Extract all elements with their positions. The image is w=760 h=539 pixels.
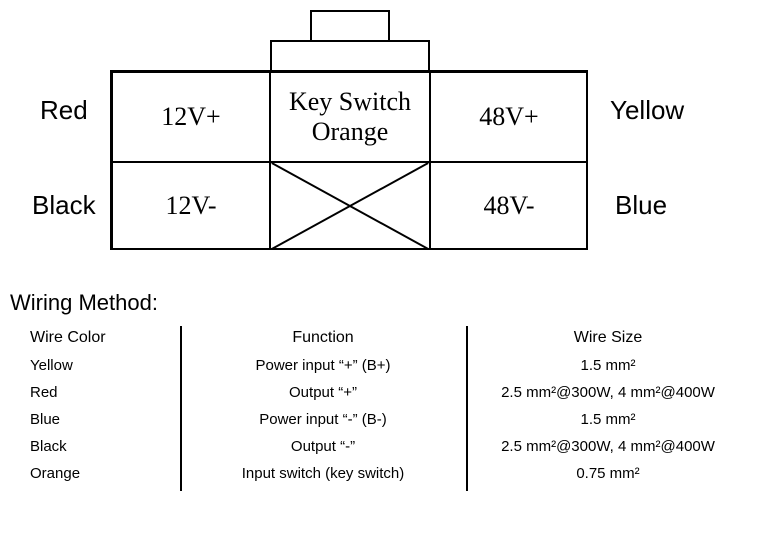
cell-size: 1.5 mm² [466, 406, 750, 433]
table-header-row: Wire Color Function Wire Size [10, 324, 750, 352]
pin-blocked [270, 162, 430, 250]
wire-label-black: Black [32, 190, 96, 221]
key-switch-color: Orange [312, 117, 389, 147]
col-header-size: Wire Size [466, 324, 750, 352]
wire-label-yellow: Yellow [610, 95, 684, 126]
cell-size: 2.5 mm²@300W, 4 mm²@400W [466, 379, 750, 406]
cell-size: 1.5 mm² [466, 352, 750, 379]
cell-function: Output “+” [180, 379, 466, 406]
wire-label-red: Red [40, 95, 88, 126]
key-switch-label: Key Switch [289, 87, 411, 117]
pin-48v-plus: 48V+ [430, 72, 588, 162]
cell-size: 0.75 mm² [466, 460, 750, 487]
table-row: BlackOutput “-”2.5 mm²@300W, 4 mm²@400W [10, 433, 750, 460]
cell-color: Yellow [10, 352, 180, 379]
table-row: YellowPower input “+” (B+)1.5 mm² [10, 352, 750, 379]
column-divider-2 [466, 326, 468, 491]
connector-grid: 12V+ Key Switch Orange 48V+ 12V- 48V- [110, 70, 588, 250]
cell-function: Output “-” [180, 433, 466, 460]
cell-color: Red [10, 379, 180, 406]
wiring-table-wrap: Wire Color Function Wire Size YellowPowe… [10, 324, 750, 487]
connector-tab-mid [270, 40, 430, 70]
connector-tab-top [310, 10, 390, 40]
cell-color: Blue [10, 406, 180, 433]
wiring-method-heading: Wiring Method: [10, 290, 750, 316]
pin-key-switch: Key Switch Orange [270, 72, 430, 162]
table-row: OrangeInput switch (key switch)0.75 mm² [10, 460, 750, 487]
pin-12v-minus: 12V- [112, 162, 270, 250]
table-row: RedOutput “+”2.5 mm²@300W, 4 mm²@400W [10, 379, 750, 406]
cell-color: Black [10, 433, 180, 460]
wire-label-blue: Blue [615, 190, 667, 221]
cell-size: 2.5 mm²@300W, 4 mm²@400W [466, 433, 750, 460]
pin-12v-plus: 12V+ [112, 72, 270, 162]
cell-function: Power input “-” (B-) [180, 406, 466, 433]
pin-48v-minus: 48V- [430, 162, 588, 250]
col-header-function: Function [180, 324, 466, 352]
table-row: BluePower input “-” (B-)1.5 mm² [10, 406, 750, 433]
cell-function: Input switch (key switch) [180, 460, 466, 487]
wiring-diagram: 12V+ Key Switch Orange 48V+ 12V- 48V- Re… [10, 10, 750, 270]
cell-color: Orange [10, 460, 180, 487]
cross-icon [271, 163, 429, 249]
col-header-color: Wire Color [10, 324, 180, 352]
cell-function: Power input “+” (B+) [180, 352, 466, 379]
wiring-table: Wire Color Function Wire Size YellowPowe… [10, 324, 750, 487]
column-divider-1 [180, 326, 182, 491]
